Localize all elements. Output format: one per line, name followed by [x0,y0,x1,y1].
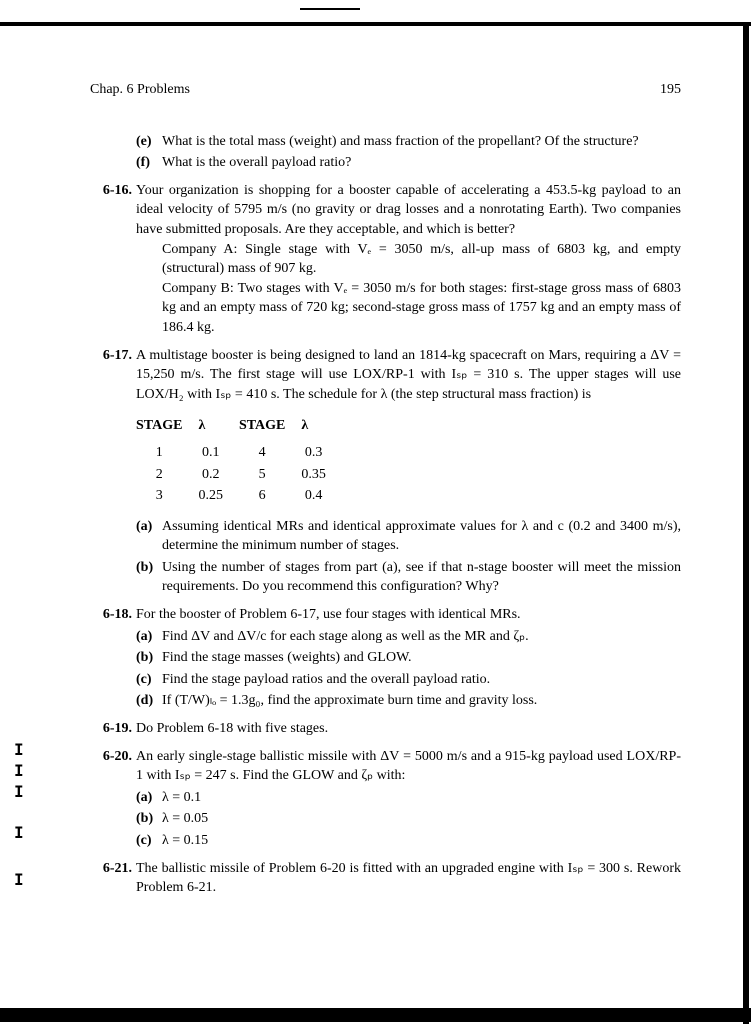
p619-text: Do Problem 6-18 with five stages. [136,719,681,739]
p617-b: Using the number of stages from part (a)… [162,558,681,597]
p620-b: λ = 0.05 [162,809,208,829]
p616-company-a: Company A: Single stage with Vₑ = 3050 m… [162,240,681,279]
p617-a: Assuming identical MRs and identical app… [162,517,681,556]
th-lambda1: λ [198,414,239,442]
sub-label-b: (b) [136,648,162,668]
p618-b: Find the stage masses (weights) and GLOW… [162,648,412,668]
p618-a: Find ΔV and ΔV/c for each stage along as… [162,627,529,647]
table-row: 1 0.1 4 0.3 [136,442,342,464]
problem-number: 6-20. [90,747,136,851]
stage-table: STAGE λ STAGE λ 1 0.1 4 0.3 2 0.2 5 0.35 [136,414,342,506]
page-header: Chap. 6 Problems 195 [90,80,681,100]
sub-label-a: (a) [136,788,162,808]
p620-intro: An early single-stage ballistic missile … [136,749,681,784]
th-stage1: STAGE [136,414,198,442]
page-border-bottom [0,1008,751,1022]
header-left: Chap. 6 Problems [90,80,190,100]
scan-artifact-left-marks-2: I [14,870,24,889]
problem-number: 6-21. [90,859,136,898]
problem-6-19: 6-19. Do Problem 6-18 with five stages. [90,719,681,739]
p616-company-b: Company B: Two stages with Vₑ = 3050 m/s… [162,279,681,338]
p616-intro: Your organization is shopping for a boos… [136,183,681,237]
table-row: 3 0.25 6 0.4 [136,485,342,507]
sub-label-f: (f) [136,153,162,173]
p621-text: The ballistic missile of Problem 6-20 is… [136,859,681,898]
sub-label-b: (b) [136,558,162,597]
problem-continuation: (e) What is the total mass (weight) and … [90,130,681,173]
p617-intro: A multistage booster is being designed t… [136,348,681,402]
problem-6-18: 6-18. For the booster of Problem 6-17, u… [90,605,681,711]
problem-number: 6-17. [90,346,136,598]
th-lambda2: λ [301,414,342,442]
page-border-right [743,22,749,1024]
sub-label-a: (a) [136,517,162,556]
problem-6-16: 6-16. Your organization is shopping for … [90,181,681,338]
table-header-row: STAGE λ STAGE λ [136,414,342,442]
sub-label-e: (e) [136,132,162,152]
sub-text-f: What is the overall payload ratio? [162,153,351,173]
scan-artifact-line [300,8,360,10]
problem-6-21: 6-21. The ballistic missile of Problem 6… [90,859,681,898]
sub-label-b: (b) [136,809,162,829]
sub-label-d: (d) [136,691,162,711]
problem-6-20: 6-20. An early single-stage ballistic mi… [90,747,681,851]
p618-c: Find the stage payload ratios and the ov… [162,670,490,690]
problem-number: 6-16. [90,181,136,338]
problem-number: 6-18. [90,605,136,711]
sub-label-c: (c) [136,670,162,690]
scan-artifact-left-marks: IIII [14,740,24,844]
th-stage2: STAGE [239,414,301,442]
page-content: Chap. 6 Problems 195 (e) What is the tot… [0,0,751,946]
p618-intro: For the booster of Problem 6-17, use fou… [136,607,521,622]
problem-6-17: 6-17. A multistage booster is being desi… [90,346,681,598]
sub-label-a: (a) [136,627,162,647]
sub-label-c: (c) [136,831,162,851]
table-row: 2 0.2 5 0.35 [136,464,342,486]
page-border-top [0,22,751,26]
p620-c: λ = 0.15 [162,831,208,851]
problem-number: 6-19. [90,719,136,739]
p620-a: λ = 0.1 [162,788,201,808]
sub-text-e: What is the total mass (weight) and mass… [162,132,639,152]
page-number: 195 [660,80,681,100]
p618-d: If (T/W)ₗₒ = 1.3g₀, find the approximate… [162,691,537,711]
